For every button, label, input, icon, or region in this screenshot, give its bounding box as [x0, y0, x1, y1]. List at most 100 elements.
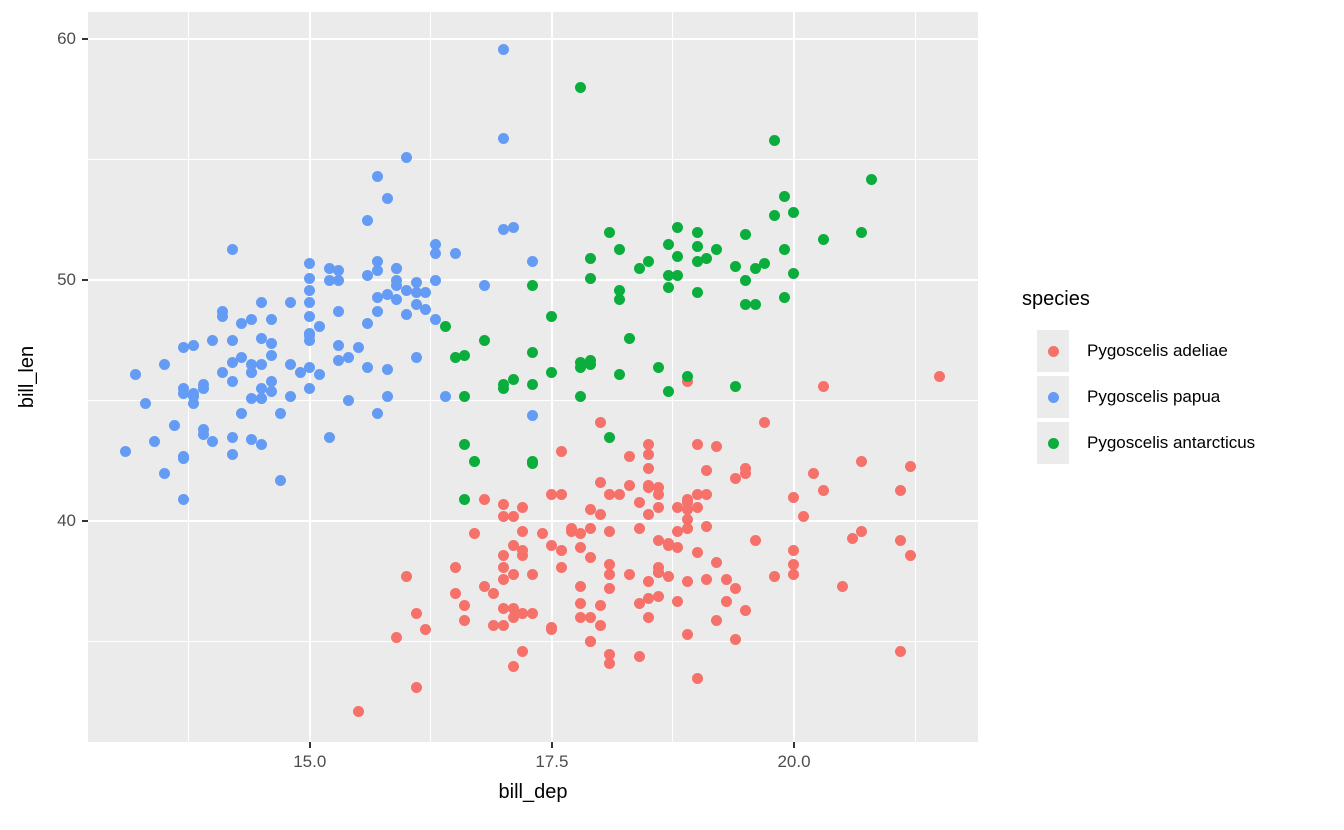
data-point [430, 274, 442, 286]
data-point [691, 226, 703, 238]
data-point [604, 489, 616, 501]
data-point [556, 446, 568, 458]
y-minor-gridline [88, 641, 978, 643]
data-point [226, 448, 238, 460]
data-point [759, 258, 771, 270]
data-point [556, 561, 568, 573]
data-point [856, 525, 868, 537]
data-point [730, 260, 742, 272]
data-point [633, 496, 645, 508]
data-point [459, 349, 471, 361]
data-point [304, 311, 316, 323]
data-point [585, 636, 597, 648]
data-point [778, 190, 790, 202]
data-point [730, 634, 742, 646]
x-minor-gridline [430, 12, 432, 742]
data-point [246, 393, 258, 405]
data-point [226, 431, 238, 443]
data-point [401, 308, 413, 320]
data-point [313, 320, 325, 332]
data-point [391, 262, 403, 274]
data-point [333, 340, 345, 352]
data-point [701, 253, 713, 265]
data-point [740, 462, 752, 474]
data-point [817, 381, 829, 393]
data-point [691, 489, 703, 501]
data-point [507, 602, 519, 614]
data-point [604, 583, 616, 595]
x-axis-title: bill_dep [498, 781, 568, 803]
data-point [817, 234, 829, 245]
data-point [681, 629, 693, 641]
data-point [362, 214, 374, 226]
data-point [720, 595, 732, 607]
data-point [846, 532, 858, 544]
data-point [372, 306, 384, 318]
data-point [226, 243, 238, 255]
data-point [497, 132, 509, 144]
data-point [410, 287, 422, 299]
data-point [585, 272, 597, 284]
data-point [652, 489, 664, 501]
data-point [362, 361, 374, 373]
data-point [740, 229, 752, 241]
data-point [594, 508, 606, 520]
data-point [643, 448, 655, 460]
data-point [420, 303, 432, 315]
data-point [536, 528, 548, 540]
data-point [517, 646, 529, 658]
data-point [691, 672, 703, 684]
data-point [585, 552, 597, 564]
data-point [662, 238, 674, 250]
data-point [352, 706, 364, 718]
data-point [304, 284, 316, 296]
data-point [594, 619, 606, 631]
data-point [391, 279, 403, 291]
data-point [207, 335, 219, 347]
data-point [420, 287, 432, 299]
data-point [546, 366, 558, 378]
data-point [236, 407, 248, 419]
data-point [614, 368, 626, 380]
data-point [304, 258, 316, 270]
data-point [681, 576, 693, 588]
legend-label: Pygoscelis antarcticus [1087, 433, 1256, 452]
data-point [788, 491, 800, 503]
data-point [701, 489, 713, 501]
data-point [807, 467, 819, 479]
data-point [188, 390, 200, 402]
data-point [711, 614, 723, 626]
legend-key [1037, 330, 1069, 372]
data-point [575, 82, 587, 94]
data-point [265, 313, 277, 325]
data-point [788, 544, 800, 556]
data-point [497, 511, 509, 523]
data-point [188, 340, 200, 352]
legend: species Pygoscelis adeliae Pygoscelis pap… [1022, 286, 1255, 468]
data-point [904, 460, 916, 472]
data-point [740, 299, 752, 311]
data-point [681, 513, 693, 525]
data-point [711, 243, 723, 255]
data-point [662, 385, 674, 397]
data-point [865, 173, 877, 185]
data-point [255, 393, 267, 405]
data-point [701, 465, 713, 477]
legend-key [1037, 376, 1069, 418]
data-point [652, 501, 664, 513]
data-point [304, 361, 316, 373]
data-point [585, 523, 597, 535]
data-point [527, 347, 539, 359]
data-point [527, 255, 539, 267]
data-point [740, 274, 752, 286]
data-point [769, 209, 781, 221]
data-point [856, 455, 868, 467]
data-point [217, 366, 229, 378]
data-point [517, 501, 529, 513]
data-point [585, 612, 597, 624]
data-point [730, 381, 742, 393]
data-point [372, 407, 384, 419]
data-point [217, 311, 229, 323]
data-point [497, 573, 509, 585]
y-axis-title: bill_len [16, 345, 38, 409]
